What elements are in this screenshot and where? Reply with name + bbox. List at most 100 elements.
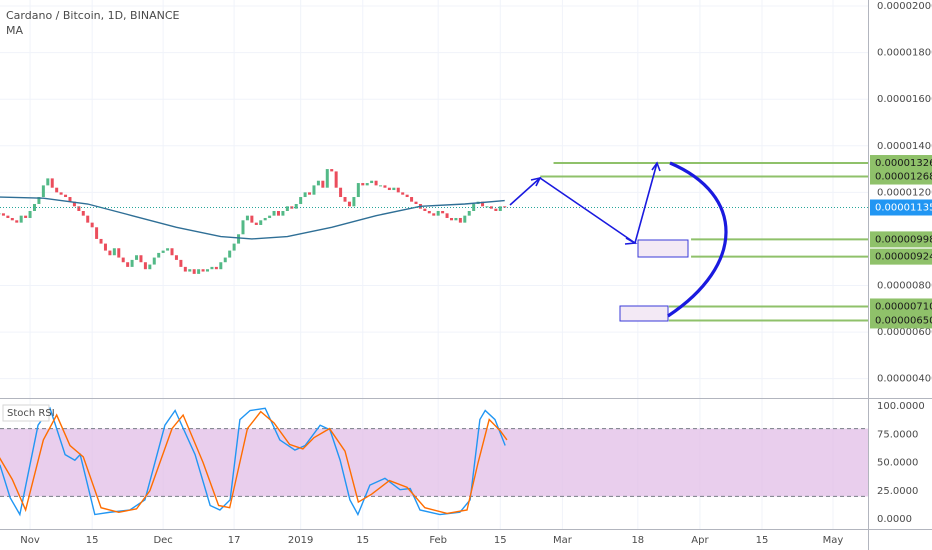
x-tick-label: 15 bbox=[756, 535, 769, 546]
indicator-label: MA bbox=[6, 24, 23, 37]
candle-body bbox=[148, 264, 152, 270]
candle-body bbox=[108, 250, 112, 256]
last-price-box bbox=[870, 199, 932, 216]
candle-body bbox=[130, 259, 134, 267]
arrow-head bbox=[651, 161, 661, 172]
candle-body bbox=[10, 217, 14, 221]
candle-body bbox=[0, 213, 1, 215]
x-tick-label: 2019 bbox=[288, 535, 313, 546]
candle-body bbox=[228, 250, 232, 258]
x-tick-label: Apr bbox=[691, 535, 709, 546]
zone-box bbox=[637, 239, 689, 258]
candle-body bbox=[197, 269, 201, 274]
level-label-box bbox=[870, 298, 932, 315]
x-tick-label: 15 bbox=[86, 535, 99, 546]
candle-body bbox=[219, 262, 223, 270]
candle-body bbox=[55, 187, 59, 193]
level-label-box bbox=[870, 312, 932, 329]
candle-body bbox=[77, 206, 81, 211]
candle-body bbox=[325, 169, 329, 188]
stoch-tick-label: 25.0000 bbox=[877, 486, 918, 497]
candle-body bbox=[405, 194, 409, 198]
candle-body bbox=[294, 204, 298, 209]
level-label: 0.00001268 bbox=[875, 172, 932, 183]
candle-body bbox=[454, 217, 458, 221]
stoch-d-line bbox=[0, 410, 508, 515]
x-tick-label: 18 bbox=[631, 535, 644, 546]
plot bbox=[0, 162, 869, 517]
candle-body bbox=[343, 197, 347, 202]
level-label-box bbox=[870, 248, 932, 265]
x-tick-label: Mar bbox=[553, 535, 573, 546]
candle-body bbox=[174, 255, 178, 260]
candle-body bbox=[427, 210, 431, 214]
candle-body bbox=[81, 210, 85, 216]
candle-body bbox=[352, 197, 356, 207]
y-tick-label: 0.00000800 bbox=[877, 281, 932, 292]
candle-body bbox=[396, 187, 400, 193]
candle-body bbox=[32, 204, 36, 211]
y-tick-label: 0.00000400 bbox=[877, 374, 932, 385]
candle-body bbox=[489, 206, 493, 209]
candle-body bbox=[370, 180, 374, 184]
zone-box bbox=[619, 305, 669, 322]
candle-body bbox=[463, 215, 467, 223]
arrow-head bbox=[624, 237, 638, 245]
level-label-box bbox=[870, 155, 932, 172]
y-tick-label: 0.00000600 bbox=[877, 327, 932, 338]
candle-body bbox=[467, 210, 471, 216]
candle-body bbox=[241, 220, 245, 235]
curve-arrow bbox=[667, 161, 728, 318]
candle-body bbox=[379, 185, 383, 187]
candle-body bbox=[24, 215, 28, 218]
candle-body bbox=[121, 257, 125, 263]
candle-body bbox=[254, 222, 258, 225]
level-label: 0.00000650 bbox=[875, 315, 932, 326]
candle-body bbox=[188, 269, 192, 272]
candle-body bbox=[157, 252, 161, 258]
candle-body bbox=[15, 220, 19, 223]
level-label-box bbox=[870, 168, 932, 185]
candle-body bbox=[503, 206, 507, 208]
candle-body bbox=[449, 217, 453, 221]
candle-body bbox=[210, 266, 214, 270]
candle-body bbox=[374, 180, 378, 186]
candle-body bbox=[50, 178, 54, 188]
level-label: 0.00000710 bbox=[875, 301, 932, 312]
candle-body bbox=[334, 171, 338, 188]
candle-body bbox=[272, 210, 276, 216]
candle-body bbox=[299, 197, 303, 205]
candle-body bbox=[276, 210, 280, 216]
candle-body bbox=[414, 201, 418, 205]
candle-body bbox=[445, 213, 449, 218]
x-tick-label: Feb bbox=[429, 535, 447, 546]
candle-body bbox=[321, 180, 325, 188]
chart-title: Cardano / Bitcoin, 1D, BINANCE bbox=[6, 9, 180, 22]
candle-body bbox=[263, 217, 267, 221]
candle-body bbox=[308, 192, 312, 195]
candle-body bbox=[285, 206, 289, 211]
candle-body bbox=[365, 183, 369, 186]
candle-body bbox=[312, 185, 316, 195]
candle-body bbox=[183, 266, 187, 272]
candle-body bbox=[19, 215, 23, 223]
level-label: 0.00001326 bbox=[875, 158, 932, 169]
ma-line bbox=[0, 196, 505, 240]
candle-body bbox=[170, 248, 174, 256]
candle-body bbox=[201, 269, 205, 272]
candle-body bbox=[117, 248, 121, 258]
candle-body bbox=[237, 234, 241, 244]
last-price-label: 0.00001135 bbox=[875, 203, 932, 214]
candle-body bbox=[161, 250, 165, 253]
y-tick-label: 0.00001600 bbox=[877, 94, 932, 105]
candle-body bbox=[281, 210, 285, 216]
candle-body bbox=[112, 248, 116, 256]
candle-body bbox=[259, 220, 263, 225]
level-label: 0.00000998 bbox=[875, 234, 932, 245]
candle-body bbox=[485, 206, 489, 208]
candle-body bbox=[250, 215, 254, 223]
arrow-head bbox=[530, 176, 542, 187]
candle-body bbox=[339, 187, 343, 198]
stoch-tick-label: 100.0000 bbox=[877, 401, 925, 412]
candle-body bbox=[37, 197, 41, 205]
